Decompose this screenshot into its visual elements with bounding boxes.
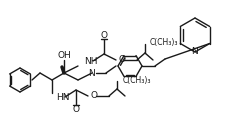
Text: C(CH₃)₃: C(CH₃)₃ bbox=[150, 38, 179, 47]
Text: O: O bbox=[72, 106, 80, 115]
Text: N: N bbox=[192, 47, 198, 56]
Text: O: O bbox=[119, 55, 126, 64]
Text: C(CH₃)₃: C(CH₃)₃ bbox=[123, 75, 152, 84]
Text: OH: OH bbox=[57, 52, 71, 61]
Text: O: O bbox=[101, 30, 108, 39]
Text: N: N bbox=[89, 69, 95, 78]
Text: O: O bbox=[91, 92, 98, 101]
Text: HN: HN bbox=[56, 94, 70, 103]
Text: NH: NH bbox=[84, 58, 98, 67]
